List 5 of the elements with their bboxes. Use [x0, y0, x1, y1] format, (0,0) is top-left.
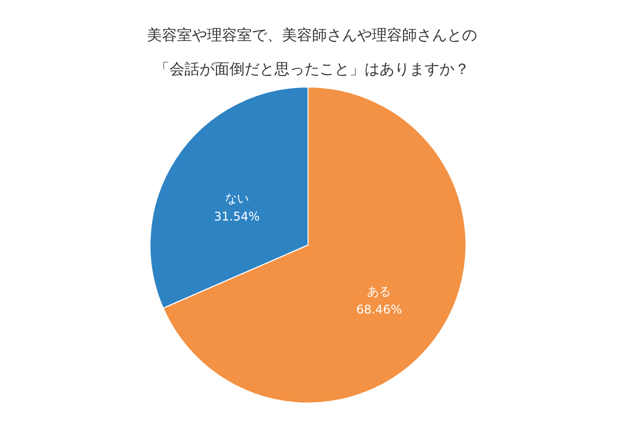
- slice-label: ある: [367, 284, 392, 299]
- chart-title: 美容室や理容室で、美容師さんや理容師さんとの「会話が面倒だと思ったこと」はありますか？: [147, 26, 477, 78]
- data-label: 68.46%: [356, 302, 402, 317]
- slice-label: ない: [224, 191, 249, 206]
- data-label: 31.54%: [214, 209, 260, 224]
